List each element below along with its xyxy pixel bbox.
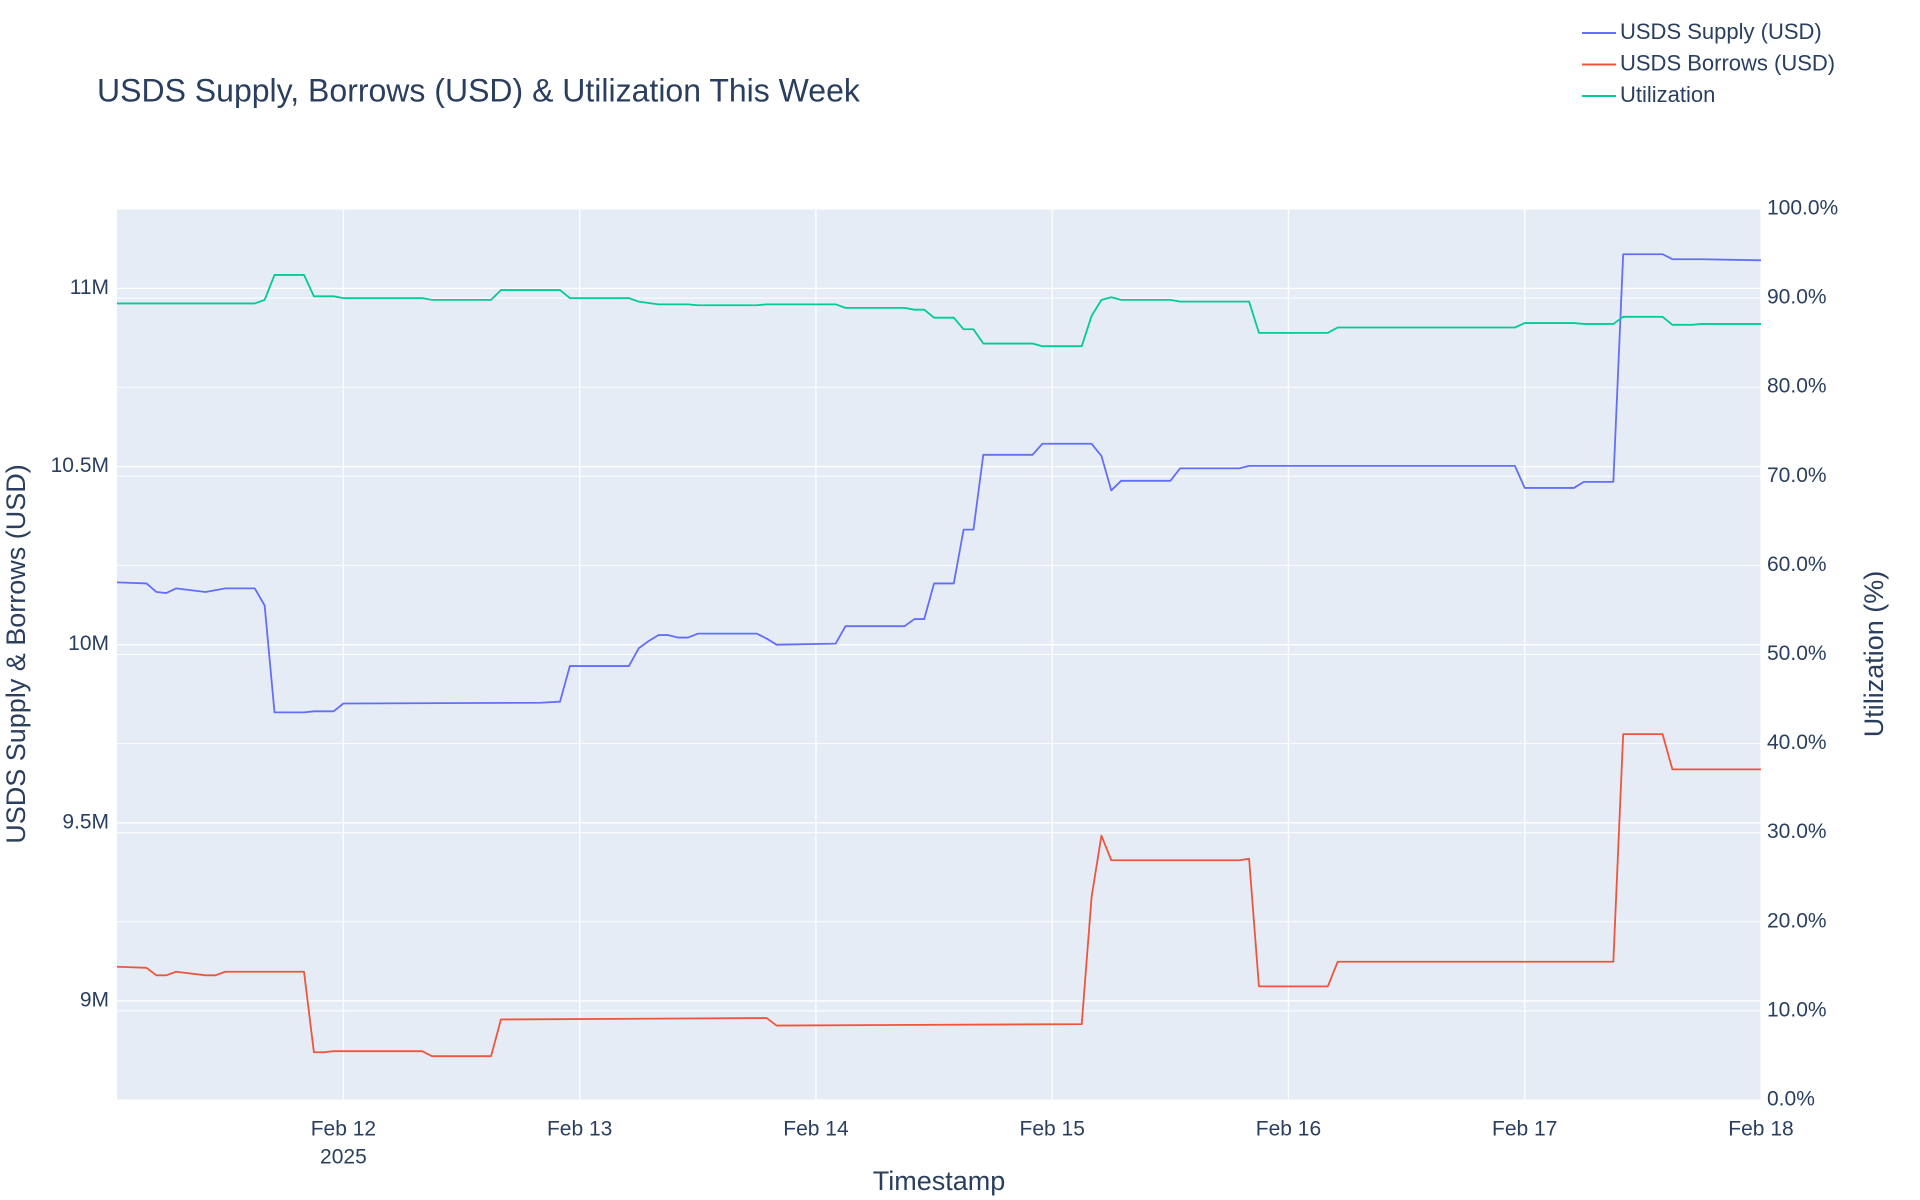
grid: [117, 208, 1762, 1101]
y2-tick-label: 0.0%: [1767, 1088, 1815, 1111]
y2-tick-label: 70.0%: [1767, 464, 1827, 487]
series-line: [116, 253, 1762, 714]
x-tick-label: Feb 17: [1492, 1118, 1557, 1141]
legend-label: USDS Supply (USD): [1620, 19, 1822, 44]
y-axis-title: USDS Supply & Borrows (USD): [1, 464, 31, 844]
y2-tick-label: 50.0%: [1767, 642, 1827, 665]
series-line: [117, 274, 1761, 348]
y2-tick-label: 30.0%: [1767, 820, 1827, 843]
y-tick-label: 9M: [80, 989, 109, 1012]
x-axis-title: Timestamp: [873, 1166, 1006, 1196]
x-tick-label: Feb 12: [311, 1118, 376, 1141]
y2-tick-label: 60.0%: [1767, 553, 1827, 576]
legend-label: USDS Borrows (USD): [1620, 50, 1835, 75]
series-line: [116, 733, 1761, 1058]
y-tick-label: 11M: [70, 276, 109, 299]
y2-tick-label: 80.0%: [1767, 375, 1827, 398]
y2-tick-label: 100.0%: [1767, 197, 1838, 220]
chart-title: USDS Supply, Borrows (USD) & Utilization…: [97, 72, 861, 108]
y2-tick-label: 90.0%: [1767, 286, 1827, 309]
x-tick-label: Feb 14: [783, 1118, 849, 1141]
x-tick-label: Feb 16: [1256, 1118, 1321, 1141]
y-tick-label: 9.5M: [62, 810, 109, 833]
x-tick-label: Feb 15: [1020, 1118, 1085, 1141]
y-tick-label: 10.5M: [51, 454, 109, 477]
x-tick-label: Feb 13: [547, 1118, 612, 1141]
y2-tick-label: 10.0%: [1767, 998, 1827, 1021]
x-year-label: 2025: [320, 1146, 367, 1169]
y-tick-label: 10M: [68, 632, 109, 655]
y2-tick-label: 40.0%: [1767, 731, 1827, 754]
legend-label: Utilization: [1620, 82, 1715, 107]
x-tick-label: Feb 18: [1728, 1118, 1793, 1141]
y2-axis-title: Utilization (%): [1859, 571, 1889, 738]
y2-tick-label: 20.0%: [1767, 909, 1827, 932]
